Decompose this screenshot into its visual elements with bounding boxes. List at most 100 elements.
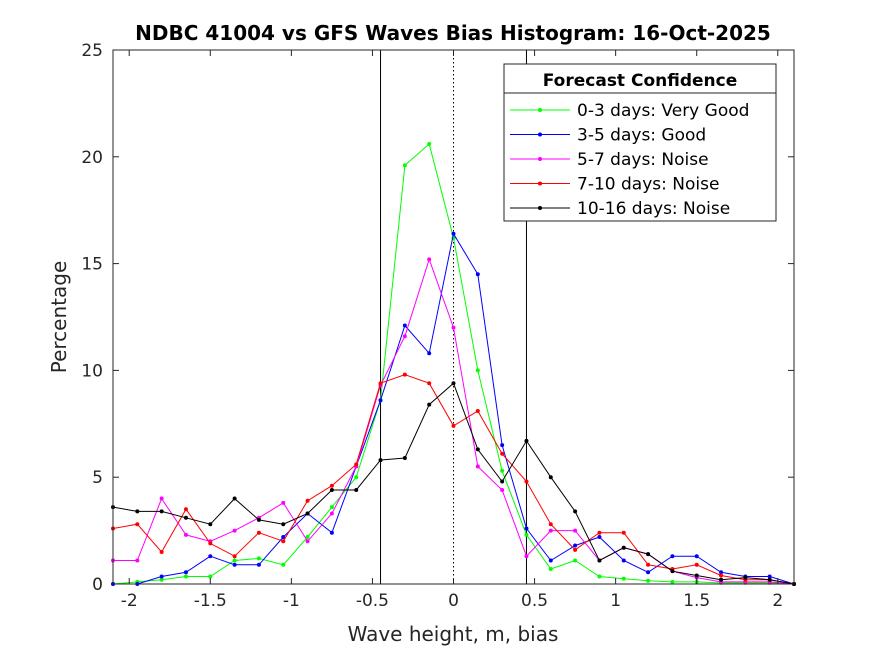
- data-point: [281, 522, 286, 527]
- x-tick-label: -1: [283, 591, 300, 611]
- data-point: [378, 398, 383, 403]
- data-point: [475, 464, 480, 469]
- data-point: [621, 576, 626, 581]
- data-point: [597, 574, 602, 579]
- data-point: [670, 554, 675, 559]
- data-point: [256, 556, 261, 561]
- data-point: [646, 552, 651, 557]
- data-point: [183, 515, 188, 520]
- data-point: [451, 325, 456, 330]
- data-point: [208, 541, 213, 546]
- data-point: [281, 500, 286, 505]
- data-point: [621, 530, 626, 535]
- data-point: [597, 530, 602, 535]
- data-point: [719, 573, 724, 578]
- legend-entry-0: 0-3 days: Very Good: [510, 101, 749, 121]
- data-point: [281, 562, 286, 567]
- y-tick-label: 15: [81, 255, 103, 275]
- data-point: [159, 574, 164, 579]
- data-point: [305, 535, 310, 540]
- data-point: [354, 475, 359, 480]
- data-point: [354, 462, 359, 467]
- legend-box: [503, 63, 777, 222]
- data-point: [427, 257, 432, 262]
- data-point: [475, 447, 480, 452]
- data-point: [402, 163, 407, 168]
- data-point: [305, 511, 310, 516]
- data-point: [451, 231, 456, 236]
- legend-swatch-marker: [538, 108, 542, 112]
- data-point: [451, 381, 456, 386]
- data-point: [329, 530, 334, 535]
- data-point: [183, 570, 188, 575]
- data-point: [694, 562, 699, 567]
- data-point: [670, 569, 675, 574]
- data-point: [305, 498, 310, 503]
- data-point: [281, 535, 286, 540]
- data-point: [646, 562, 651, 567]
- data-point: [646, 578, 651, 583]
- data-point: [767, 574, 772, 579]
- data-point: [329, 483, 334, 488]
- chart-title: NDBC 41004 vs GFS Waves Bias Histogram: …: [135, 21, 771, 45]
- legend-entry-4: 10-16 days: Noise: [510, 199, 730, 219]
- data-point: [767, 577, 772, 582]
- data-point: [135, 558, 140, 563]
- legend-label: 10-16 days: Noise: [577, 199, 730, 219]
- data-point: [329, 488, 334, 493]
- data-point: [159, 577, 164, 582]
- data-point: [427, 351, 432, 356]
- data-point: [256, 530, 261, 535]
- x-tick-label: -0.5: [356, 591, 389, 611]
- data-point: [548, 528, 553, 533]
- data-point: [402, 455, 407, 460]
- data-point: [451, 423, 456, 428]
- data-point: [573, 509, 578, 514]
- data-point: [719, 577, 724, 582]
- data-point: [694, 554, 699, 559]
- data-point: [743, 575, 748, 580]
- data-point: [475, 408, 480, 413]
- data-point: [256, 517, 261, 522]
- data-point: [402, 334, 407, 339]
- legend-label: 5-7 days: Noise: [577, 150, 709, 170]
- x-tick-label: 0.5: [521, 591, 548, 611]
- series-1: [111, 231, 796, 586]
- x-tick-label: 0: [448, 591, 459, 611]
- data-point: [548, 522, 553, 527]
- data-point: [573, 528, 578, 533]
- legend-entry-2: 5-7 days: Noise: [510, 150, 709, 170]
- data-point: [500, 443, 505, 448]
- data-point: [183, 507, 188, 512]
- legend-label: 3-5 days: Good: [577, 126, 706, 146]
- data-point: [573, 558, 578, 563]
- data-point: [621, 545, 626, 550]
- data-point: [597, 558, 602, 563]
- data-point: [524, 526, 529, 531]
- legend-title: Forecast Confidence: [543, 71, 738, 91]
- data-point: [208, 574, 213, 579]
- data-point: [402, 323, 407, 328]
- data-point: [500, 468, 505, 473]
- legend-label: 0-3 days: Very Good: [577, 101, 749, 121]
- data-point: [548, 475, 553, 480]
- y-tick-label: 20: [81, 148, 103, 168]
- data-point: [475, 368, 480, 373]
- data-point: [475, 272, 480, 277]
- data-point: [427, 381, 432, 386]
- data-point: [232, 528, 237, 533]
- data-point: [719, 570, 724, 575]
- data-point: [573, 543, 578, 548]
- data-point: [548, 558, 553, 563]
- series-4: [111, 381, 796, 586]
- y-tick-label: 10: [81, 361, 103, 381]
- legend-label: 7-10 days: Noise: [577, 175, 719, 195]
- data-point: [159, 549, 164, 554]
- legend-entries: 0-3 days: Very Good 3-5 days: Good 5-7 day…: [510, 101, 749, 219]
- x-tick-label: 1.5: [683, 591, 710, 611]
- legend-swatch-marker: [538, 132, 542, 137]
- data-point: [670, 579, 675, 584]
- data-point: [329, 511, 334, 516]
- data-point: [208, 554, 213, 559]
